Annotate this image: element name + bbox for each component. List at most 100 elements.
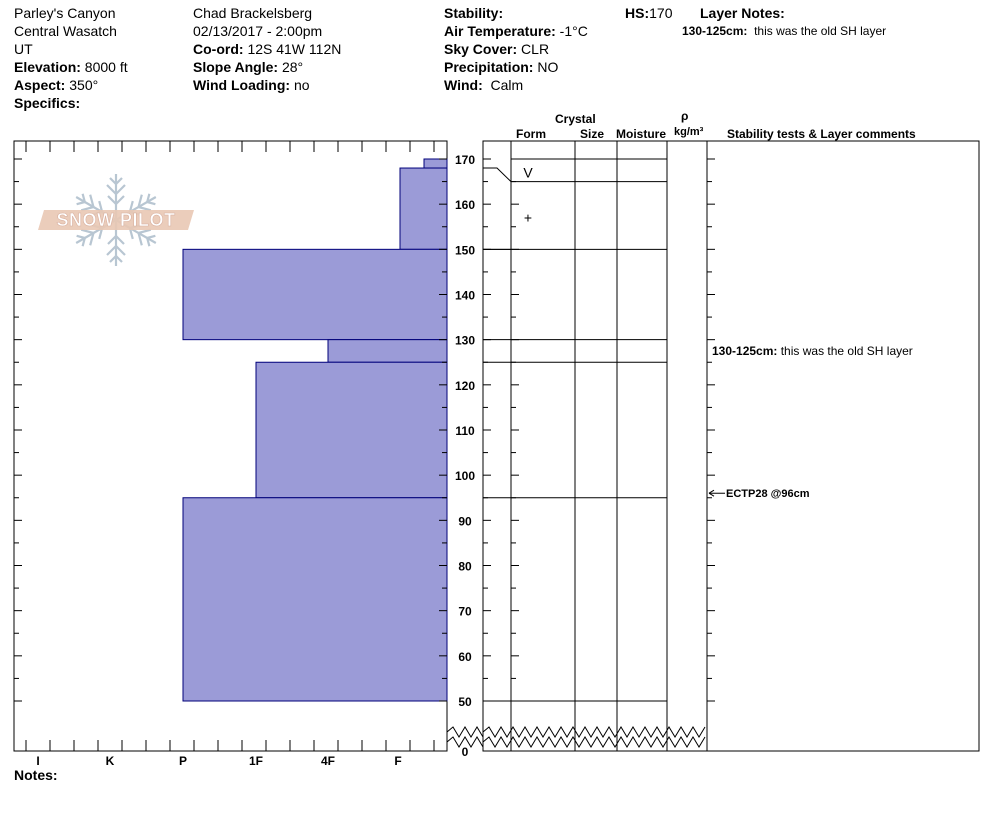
- axis-break: [482, 726, 706, 738]
- axis-break-left: [446, 736, 484, 748]
- precipitation: Precipitation: NO: [444, 58, 558, 76]
- height-label: 80: [458, 559, 472, 573]
- crystal-header: Crystal: [555, 112, 596, 126]
- elevation: Elevation: 8000 ft: [14, 58, 128, 76]
- coord: Co-ord: 12S 41W 112N: [193, 40, 341, 58]
- wind: Wind: Calm: [444, 76, 523, 94]
- slope: Slope Angle: 28°: [193, 58, 303, 76]
- coord-value: 12S 41W 112N: [247, 41, 342, 57]
- air-temperature: Air Temperature: -1°C: [444, 22, 588, 40]
- specifics: Specifics:: [14, 94, 80, 112]
- hardness-bar: [423, 158, 448, 169]
- height-label: 90: [458, 514, 472, 528]
- height-label: 130: [455, 334, 475, 348]
- precip-label: Precipitation:: [444, 59, 534, 75]
- hardness-label: K: [106, 754, 115, 768]
- height-label: 150: [455, 243, 475, 257]
- grain-form-symbol: V: [523, 165, 533, 181]
- hardness-bar: [327, 339, 448, 363]
- stability: Stability:: [444, 4, 503, 22]
- hs: HS:170: [625, 4, 672, 22]
- tick-marks: [14, 141, 715, 751]
- aspect-label: Aspect:: [14, 77, 66, 93]
- hardness-bar: [255, 361, 448, 499]
- aspect-value: 350°: [69, 77, 99, 93]
- wind-label: Wind:: [444, 77, 483, 93]
- specifics-label: Specifics:: [14, 95, 81, 111]
- comments-frame: [706, 140, 980, 752]
- layer-notes-label: Layer Notes:: [700, 5, 785, 21]
- coord-label: Co-ord:: [193, 41, 244, 57]
- stability-header: Stability tests & Layer comments: [727, 127, 916, 141]
- sky-value: CLR: [521, 41, 550, 57]
- axis-labels: I K P 1F 4F F 0 50 60 70 80 90 100 110 120 130 140 150 160…: [36, 153, 475, 768]
- air-temp-label: Air Temperature:: [444, 23, 556, 39]
- wind-loading-label: Wind Loading:: [193, 77, 291, 93]
- snowpilot-logo: SNOW PILOT: [38, 174, 194, 268]
- hardness-label: 4F: [321, 754, 335, 768]
- sky-cover: Sky Cover: CLR: [444, 40, 549, 58]
- notes-label: Notes:: [14, 767, 58, 783]
- chart-frames: [13, 140, 980, 752]
- observer: Chad Brackelsberg: [193, 5, 313, 21]
- wind-loading-value: no: [293, 77, 310, 93]
- test-arrow-head: [708, 489, 715, 497]
- form-header: Form: [516, 127, 546, 141]
- hardness-bar: [182, 248, 448, 341]
- state: UT: [14, 41, 33, 57]
- range: Central Wasatch: [14, 23, 117, 39]
- rho-header: ρ: [681, 109, 689, 123]
- hardness-bar: [399, 167, 448, 250]
- hardness-label: F: [394, 754, 401, 768]
- axis-break: [482, 736, 706, 748]
- stability-test-label: ECTP28 @96cm: [726, 488, 810, 500]
- slope-value: 28°: [281, 59, 304, 75]
- height-label: 50: [458, 695, 472, 709]
- layer-note: 130-125cm: this was the old SH layer: [682, 22, 886, 40]
- sky-label: Sky Cover:: [444, 41, 518, 57]
- datetime: 02/13/2017 - 2:00pm: [193, 23, 323, 39]
- elevation-label: Elevation:: [14, 59, 81, 75]
- location: Parley's Canyon: [14, 5, 116, 21]
- air-temp-value: -1°C: [559, 23, 588, 39]
- wind-loading: Wind Loading: no: [193, 76, 310, 94]
- layer-comment: 130-125cm: this was the old SH layer: [712, 344, 913, 358]
- precip-value: NO: [537, 59, 559, 75]
- height-label: 170: [455, 153, 475, 167]
- grain-form-symbols: V+: [523, 165, 533, 226]
- height-label: 70: [458, 605, 472, 619]
- wind-value: Calm: [490, 77, 524, 93]
- slope-label: Slope Angle:: [193, 59, 279, 75]
- moisture-header: Moisture: [616, 127, 667, 141]
- hardness-label: 1F: [249, 754, 263, 768]
- size-header: Size: [580, 127, 605, 141]
- grain-form-symbol: +: [524, 210, 532, 226]
- axis-break-left: [446, 726, 484, 738]
- hardness-bar: [182, 497, 448, 702]
- layer-connector: [483, 167, 512, 182]
- aspect: Aspect: 350°: [14, 76, 98, 94]
- height-label: 160: [455, 198, 475, 212]
- height-label: 60: [458, 650, 472, 664]
- height-label: 0: [462, 745, 469, 759]
- height-label: 100: [455, 469, 475, 483]
- layer-boundary-lines: [483, 158, 667, 702]
- layer-comment-text: this was the old SH layer: [777, 344, 912, 358]
- hs-label: HS:: [625, 5, 650, 21]
- layer-notes: Layer Notes:: [700, 4, 785, 22]
- density-unit-header: kg/m³: [674, 126, 704, 138]
- hardness-bars: [182, 158, 448, 702]
- logo-banner: [38, 210, 194, 230]
- height-label: 140: [455, 288, 475, 302]
- stability-test-markers: ECTP28 @96cm 130-125cm: this was the old …: [708, 344, 913, 500]
- height-label: 110: [455, 424, 475, 438]
- layer-comment-range: 130-125cm:: [712, 344, 777, 358]
- hardness-label: I: [36, 754, 39, 768]
- elevation-value: 8000 ft: [84, 59, 128, 75]
- layer-column-frame: [482, 140, 708, 752]
- layer-note-text: this was the old SH layer: [754, 24, 887, 38]
- height-label: 120: [455, 379, 475, 393]
- hardness-label: P: [179, 754, 187, 768]
- layer-note-range: 130-125cm:: [682, 24, 748, 38]
